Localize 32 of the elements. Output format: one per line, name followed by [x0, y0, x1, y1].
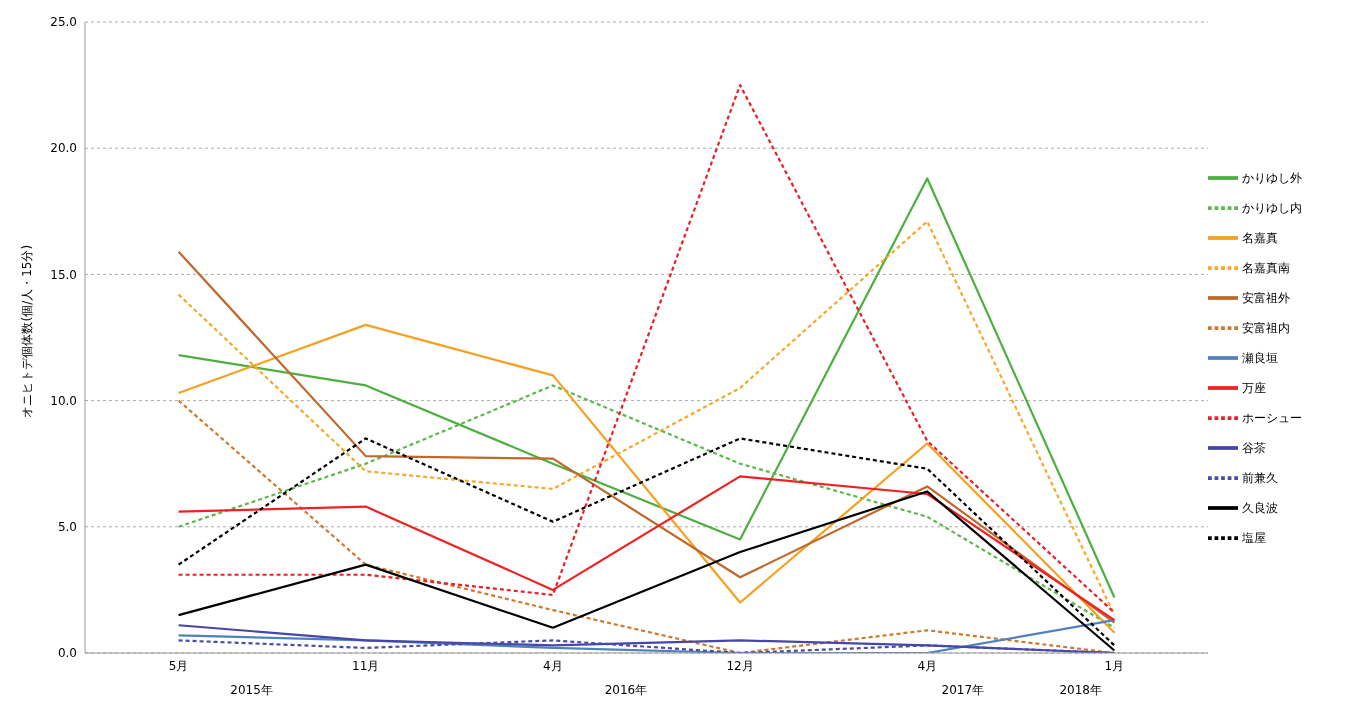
y-axis-title: オニヒトデ個体数(個/人・15分) — [20, 244, 35, 418]
legend-label: 塩屋 — [1242, 530, 1266, 545]
line-series — [177, 437, 1116, 647]
x-tick-label: 11月 — [352, 658, 380, 673]
legend-label: ホーシュー — [1242, 410, 1302, 425]
y-tick-label: 20.0 — [50, 141, 77, 156]
legend-label: 万座 — [1242, 380, 1266, 395]
text: 2018年 — [1059, 682, 1102, 699]
y-tick-label: 10.0 — [50, 393, 77, 408]
text: 2017年 — [941, 682, 985, 699]
legend-label: 久良波 — [1242, 500, 1278, 515]
legend-label: かりゆし内 — [1242, 200, 1302, 215]
x-tick-label: 12月 — [726, 658, 754, 673]
legend-label: 安富祖外 — [1242, 290, 1290, 305]
text: 2015年 — [230, 682, 273, 699]
legend-label: 名嘉真 — [1242, 230, 1278, 245]
x-tick-label: 4月 — [543, 658, 563, 673]
legend-label: 名嘉真南 — [1242, 260, 1290, 275]
y-tick-label: 25.0 — [50, 15, 77, 30]
y-tick-label: 5.0 — [57, 520, 77, 535]
legend-label: 谷茶 — [1242, 440, 1266, 455]
x-tick-label: 5月 — [168, 658, 189, 673]
legend-label: 前兼久 — [1242, 470, 1278, 485]
legend-label: 瀬良垣 — [1242, 350, 1278, 365]
text: 2016年 — [604, 682, 648, 699]
legend-label: 安富祖内 — [1242, 320, 1290, 335]
x-tick-label: 1月 — [1104, 658, 1125, 673]
y-tick-label: 0.0 — [57, 646, 77, 661]
x-tick-label: 4月 — [917, 658, 938, 673]
y-tick-label: 15.0 — [50, 267, 77, 282]
line-series — [177, 490, 1116, 652]
legend-label: かりゆし外 — [1242, 170, 1302, 185]
